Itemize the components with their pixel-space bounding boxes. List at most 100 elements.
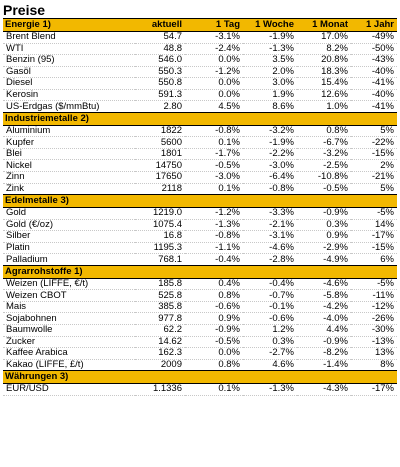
value-cell: 8% bbox=[351, 359, 397, 372]
value-cell: 525.8 bbox=[135, 289, 185, 302]
commodity-name: Sojabohnen bbox=[3, 312, 135, 326]
value-cell: -0.1% bbox=[243, 301, 297, 314]
value-cell: -26% bbox=[351, 312, 397, 326]
value-cell: -0.7% bbox=[243, 289, 297, 302]
value-cell: 5% bbox=[351, 125, 397, 138]
value-cell: -21% bbox=[351, 171, 397, 184]
value-cell: -6.4% bbox=[243, 171, 297, 184]
price-table-body: Energie 1) aktuell 1 Tag 1 Woche 1 Monat 1 Ja… bbox=[3, 18, 397, 396]
table-row: Platin 1195.3 -1.1% -4.6% -2.9% -15% bbox=[3, 242, 397, 255]
value-cell: -1.2% bbox=[185, 207, 243, 220]
commodity-name: Palladium bbox=[3, 253, 135, 266]
value-cell: 5600 bbox=[135, 136, 185, 149]
section-header-cell bbox=[185, 370, 243, 385]
section-header: Edelmetalle 3) bbox=[3, 194, 397, 209]
value-cell: -5.8% bbox=[297, 289, 351, 302]
value-cell: 16.8 bbox=[135, 230, 185, 243]
value-cell: 0.1% bbox=[185, 383, 243, 396]
value-cell: 17650 bbox=[135, 171, 185, 184]
value-cell: -8.2% bbox=[297, 347, 351, 360]
value-cell: 14% bbox=[351, 219, 397, 232]
value-cell: -22% bbox=[351, 136, 397, 149]
value-cell: 8.2% bbox=[297, 43, 351, 56]
section-header-cell bbox=[243, 111, 297, 126]
section-header-cell bbox=[351, 370, 397, 385]
value-cell: -49% bbox=[351, 31, 397, 44]
value-cell: -4.9% bbox=[297, 253, 351, 266]
value-cell: 54.7 bbox=[135, 31, 185, 44]
commodity-name: Silber bbox=[3, 230, 135, 243]
value-cell: -5% bbox=[351, 207, 397, 220]
value-cell: -1.3% bbox=[243, 383, 297, 396]
commodity-name: WTI bbox=[3, 43, 135, 56]
value-cell: 3.0% bbox=[243, 77, 297, 90]
value-cell: 550.8 bbox=[135, 77, 185, 90]
value-cell: 15.4% bbox=[297, 77, 351, 90]
value-cell: -0.8% bbox=[243, 183, 297, 196]
table-row: Nickel 14750 -0.5% -3.0% -2.5% 2% bbox=[3, 159, 397, 172]
value-cell: -2.9% bbox=[297, 242, 351, 255]
value-cell: -40% bbox=[351, 89, 397, 102]
table-row: Weizen CBOT 525.8 0.8% -0.7% -5.8% -11% bbox=[3, 289, 397, 302]
section-header: Energie 1) aktuell 1 Tag 1 Woche 1 Monat 1 Ja… bbox=[3, 18, 397, 32]
value-cell: -3.2% bbox=[243, 125, 297, 138]
table-row: Kerosin 591.3 0.0% 1.9% 12.6% -40% bbox=[3, 89, 397, 102]
value-cell: -0.8% bbox=[185, 125, 243, 138]
commodity-name: Gold bbox=[3, 207, 135, 220]
section-header-cell bbox=[351, 194, 397, 209]
section-header-cell bbox=[185, 111, 243, 126]
value-cell: 546.0 bbox=[135, 54, 185, 67]
table-row: Benzin (95) 546.0 0.0% 3.5% 20.8% -43% bbox=[3, 54, 397, 67]
value-cell: 1195.3 bbox=[135, 242, 185, 255]
value-cell: 13% bbox=[351, 347, 397, 360]
value-cell: -0.4% bbox=[243, 278, 297, 291]
value-cell: -1.2% bbox=[185, 66, 243, 79]
commodity-name: Diesel bbox=[3, 77, 135, 90]
table-row: Mais 385.8 -0.6% -0.1% -4.2% -12% bbox=[3, 301, 397, 314]
table-row: Zinn 17650 -3.0% -6.4% -10.8% -21% bbox=[3, 171, 397, 184]
value-cell: 0.9% bbox=[297, 230, 351, 243]
section-header-cell bbox=[135, 111, 185, 126]
commodity-name: Blei bbox=[3, 148, 135, 161]
section-header-cell bbox=[243, 194, 297, 209]
section-name: Agrarrohstoffe 1) bbox=[3, 264, 135, 279]
value-cell: -1.3% bbox=[243, 43, 297, 56]
value-cell: 0.4% bbox=[185, 278, 243, 291]
value-cell: -1.1% bbox=[185, 242, 243, 255]
section-header: Währungen 3) bbox=[3, 370, 397, 385]
value-cell: -13% bbox=[351, 336, 397, 349]
value-cell: 17.0% bbox=[297, 31, 351, 44]
table-row: Kaffee Arabica 162.3 0.0% -2.7% -8.2% 13% bbox=[3, 347, 397, 360]
section-header-cell bbox=[351, 111, 397, 126]
value-cell: 1.0% bbox=[297, 100, 351, 113]
commodity-name: Gasöl bbox=[3, 66, 135, 79]
value-cell: 8.6% bbox=[243, 100, 297, 113]
value-cell: -0.9% bbox=[297, 336, 351, 349]
section-header-cell bbox=[135, 264, 185, 279]
value-cell: -4.6% bbox=[243, 242, 297, 255]
value-cell: 1219.0 bbox=[135, 207, 185, 220]
value-cell: -2.4% bbox=[185, 43, 243, 56]
value-cell: -0.4% bbox=[185, 253, 243, 266]
section-name: Industriemetalle 2) bbox=[3, 111, 135, 126]
value-cell: -1.3% bbox=[185, 219, 243, 232]
value-cell: -3.3% bbox=[243, 207, 297, 220]
value-cell: -0.5% bbox=[185, 336, 243, 349]
table-row: Gold (€/oz) 1075.4 -1.3% -2.1% 0.3% 14% bbox=[3, 219, 397, 232]
value-cell: -43% bbox=[351, 54, 397, 67]
column-header: 1 Monat bbox=[297, 18, 351, 32]
section-name: Energie 1) bbox=[3, 18, 135, 32]
table-row: Aluminium 1822 -0.8% -3.2% 0.8% 5% bbox=[3, 125, 397, 138]
commodity-name: Zinn bbox=[3, 171, 135, 184]
value-cell: -12% bbox=[351, 301, 397, 314]
commodity-name: Benzin (95) bbox=[3, 54, 135, 67]
section-header-cell bbox=[351, 264, 397, 279]
value-cell: -2.7% bbox=[243, 347, 297, 360]
value-cell: -0.9% bbox=[297, 207, 351, 220]
value-cell: 0.9% bbox=[185, 312, 243, 326]
table-row: Zink 2118 0.1% -0.8% -0.5% 5% bbox=[3, 183, 397, 196]
value-cell: -10.8% bbox=[297, 171, 351, 184]
value-cell: 1.2% bbox=[243, 324, 297, 337]
commodity-name: Platin bbox=[3, 242, 135, 255]
